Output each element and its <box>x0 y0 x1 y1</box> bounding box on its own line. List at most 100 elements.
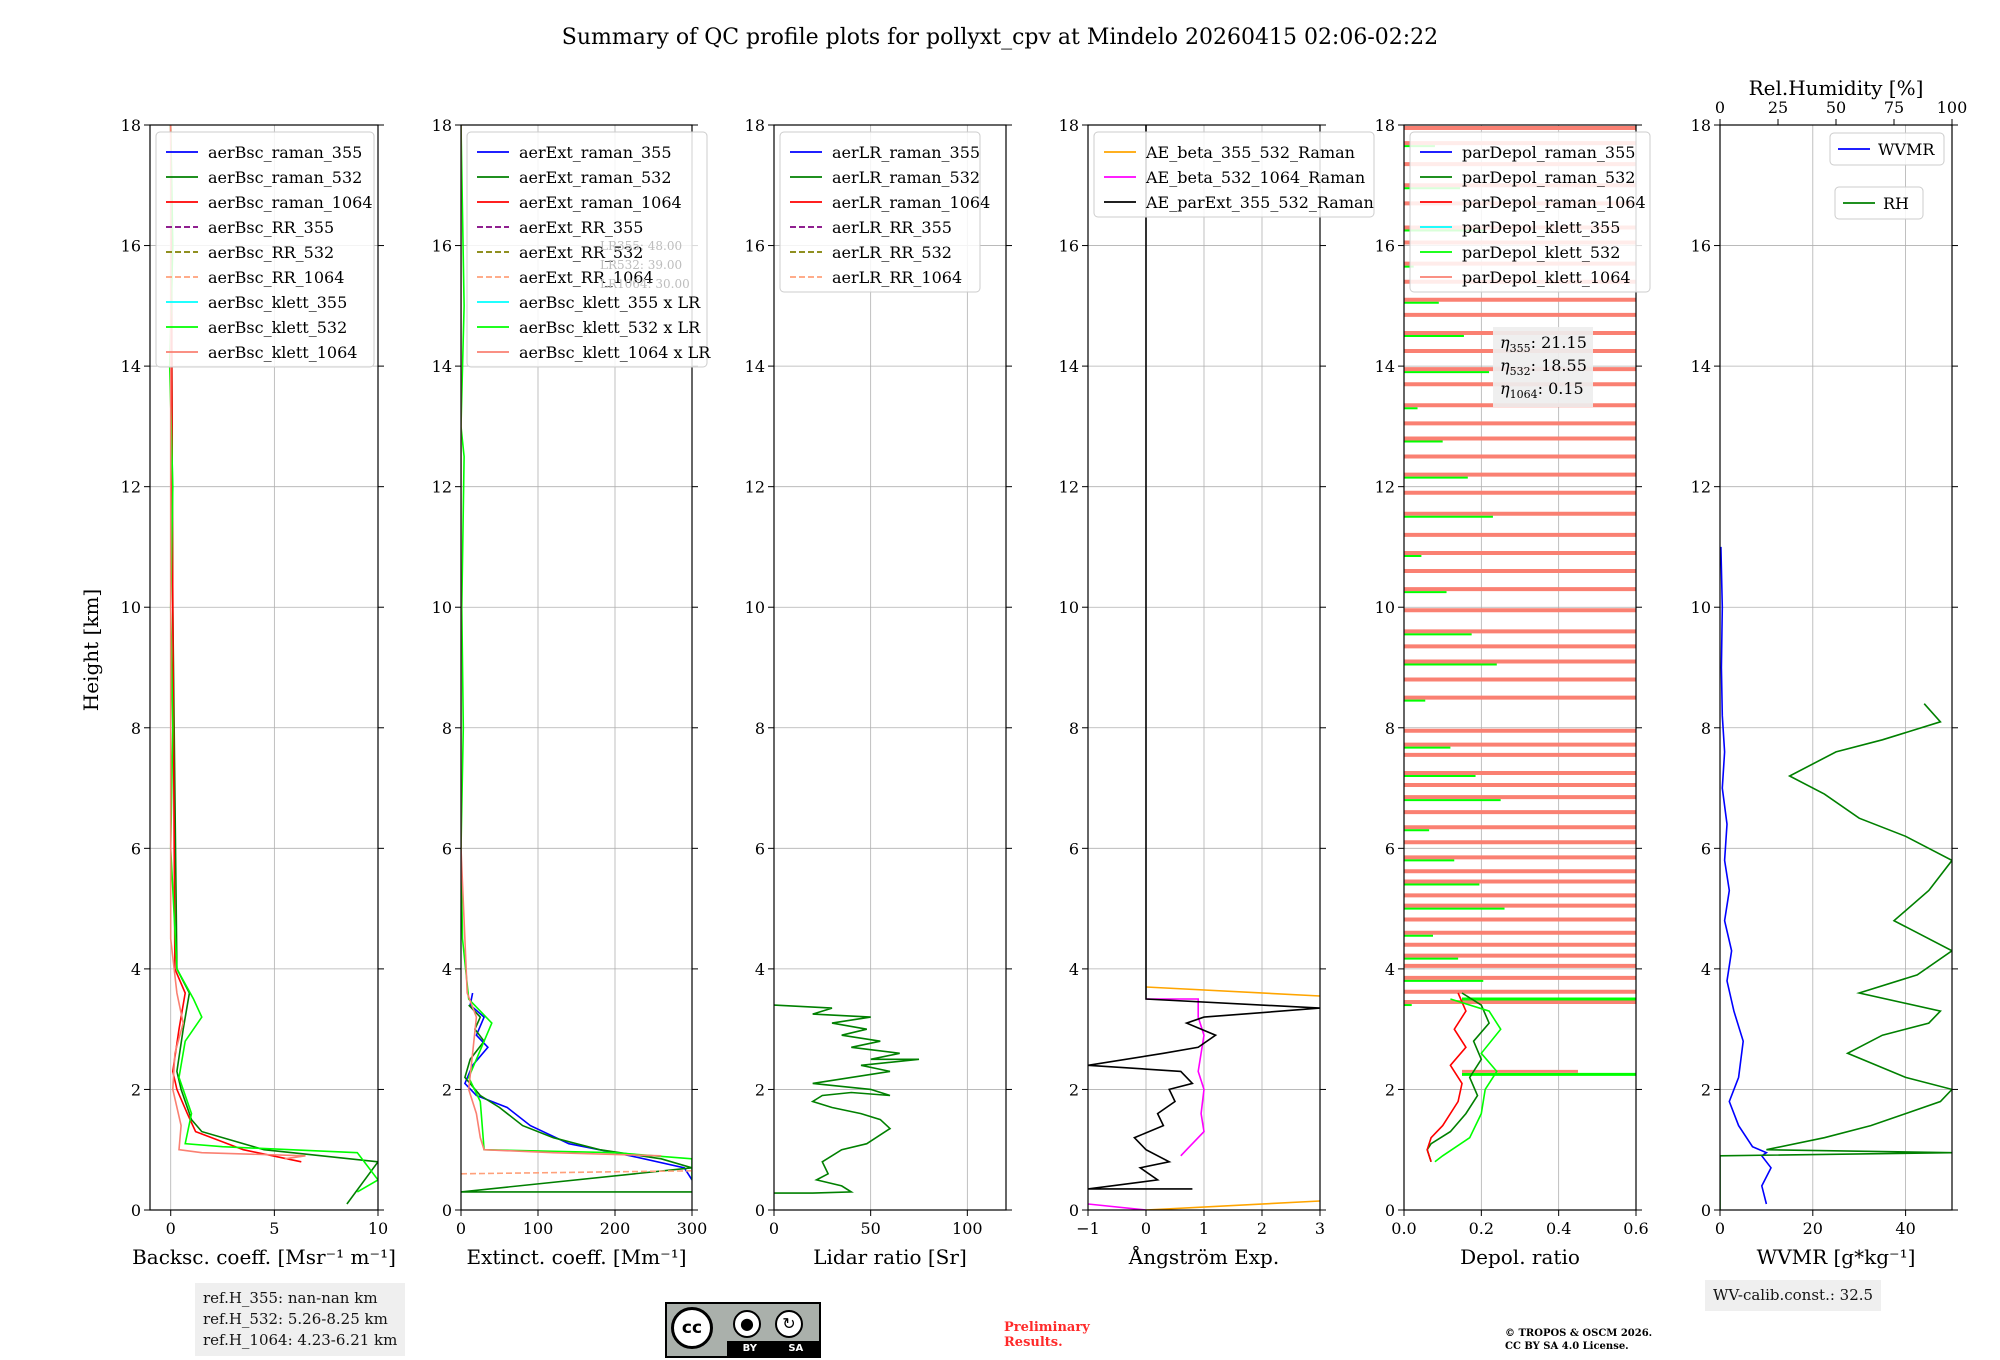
copyright-note: © TROPOS & OSCM 2026. CC BY SA 4.0 Licens… <box>1505 1327 1652 1353</box>
eta-value: : 21.15 <box>1531 333 1587 352</box>
legend-label-aerbsc-raman-355: aerBsc_raman_355 <box>208 143 362 162</box>
y-tick-label-3: 6 <box>1701 839 1711 858</box>
series-group <box>774 1004 920 1194</box>
y-tick-label-5: 10 <box>1691 598 1711 617</box>
cc-logo-icon: cc <box>671 1307 713 1349</box>
y-tick-label-5: 10 <box>1375 598 1395 617</box>
x-tick-label-1: 100 <box>523 1219 554 1238</box>
y-tick-label-7: 14 <box>1059 357 1079 376</box>
grid-lines <box>1719 124 1952 1211</box>
x-tick-label-0: −1 <box>1076 1219 1100 1238</box>
wv-calib-box: WV-calib.const.: 32.5 <box>1705 1280 1882 1311</box>
x-tick-label-3: 0.6 <box>1623 1219 1648 1238</box>
x-tick-label-4: 3 <box>1315 1219 1325 1238</box>
preliminary-note: Preliminary Results. <box>1004 1320 1090 1350</box>
legend-label-ae-parext-355-532-raman: AE_parExt_355_532_Raman <box>1145 193 1374 212</box>
legend: aerExt_raman_355 aerExt_raman_532 aerExt_r… <box>466 131 711 368</box>
ref-height-532: ref.H_532: 5.26-8.25 km <box>203 1310 388 1328</box>
series-pardepol-raman-1064 <box>1426 992 1467 1163</box>
x-tick-label-3: 2 <box>1257 1219 1267 1238</box>
legend-label-aerbsc-raman-532: aerBsc_raman_532 <box>208 168 362 187</box>
y-tick-label-1: 2 <box>755 1080 765 1099</box>
y-tick-label-0: 0 <box>755 1201 765 1220</box>
legend-label-pardepol-raman-355: parDepol_raman_355 <box>1462 143 1635 162</box>
y-tick-label-8: 16 <box>1691 237 1711 256</box>
y-tick-label-7: 14 <box>1375 357 1395 376</box>
ticks: 0 100 200 300 0 2 4 6 8 10 12 14 16 18 <box>432 116 708 1238</box>
top-axis-label: Rel.Humidity [%] <box>1749 76 1924 100</box>
legend-box <box>779 131 981 293</box>
x-axis-label: Depol. ratio <box>1460 1245 1580 1269</box>
y-tick-label-1: 2 <box>131 1080 141 1099</box>
eta-value: : 18.55 <box>1531 356 1587 375</box>
legend-label-aerlr-rr-532: aerLR_RR_532 <box>832 243 952 262</box>
preliminary-line-1: Preliminary <box>1004 1320 1090 1335</box>
series-group <box>1426 992 1502 1163</box>
legend: AE_beta_355_532_Raman AE_beta_532_1064_Ra… <box>1093 131 1375 218</box>
legend-label-pardepol-raman-532: parDepol_raman_532 <box>1462 168 1635 187</box>
y-tick-label-1: 2 <box>1701 1080 1711 1099</box>
eta-1064: η1064: 0.15 <box>1500 379 1584 401</box>
y-tick-label-4: 8 <box>1385 719 1395 738</box>
ref-height-355: ref.H_355: nan-nan km <box>203 1289 378 1307</box>
legend-label-pardepol-klett-532: parDepol_klett_532 <box>1462 243 1620 262</box>
y-tick-label-2: 4 <box>1069 960 1079 979</box>
wv-calib-text: WV-calib.const.: 32.5 <box>1713 1286 1874 1304</box>
x-tick-label-2: 1 <box>1199 1219 1209 1238</box>
legend-box <box>1093 131 1375 218</box>
y-tick-label-1: 2 <box>442 1080 452 1099</box>
series-pardepol-klett-532 <box>1434 998 1502 1163</box>
legend-box <box>1409 131 1651 293</box>
y-tick-label-8: 16 <box>745 237 765 256</box>
y-tick-label-9: 18 <box>1375 116 1395 135</box>
y-tick-label-3: 6 <box>442 839 452 858</box>
y-tick-label-0: 0 <box>1701 1201 1711 1220</box>
legend-label-aerlr-rr-355: aerLR_RR_355 <box>832 218 952 237</box>
legend-label-aerbsc-klett-355: aerBsc_klett_355 <box>208 293 347 312</box>
y-tick-label-0: 0 <box>442 1201 452 1220</box>
x-tick-label-0: 0.0 <box>1391 1219 1416 1238</box>
x-tick-label-2: 10 <box>368 1219 388 1238</box>
x-tick-label-1: 50 <box>860 1219 880 1238</box>
legend: aerBsc_raman_355 aerBsc_raman_532 aerBsc_r… <box>155 131 375 368</box>
legend-label-aerlr-rr-1064: aerLR_RR_1064 <box>832 268 962 287</box>
y-tick-label-8: 16 <box>432 237 452 256</box>
panel-frame <box>460 124 693 1211</box>
lr-note-1: LR532: 39.00 <box>600 258 682 272</box>
reference-height-box: ref.H_355: nan-nan km ref.H_532: 5.26-8.2… <box>195 1283 406 1356</box>
series-rh <box>1720 703 1952 1210</box>
attribution-icon: ● <box>733 1310 761 1338</box>
top-tick-label-0: 0 <box>1715 98 1725 117</box>
y-tick-label-3: 6 <box>1069 839 1079 858</box>
cc-by-label: BY <box>742 1343 757 1354</box>
top-tick-label-3: 75 <box>1884 98 1904 117</box>
y-tick-label-0: 0 <box>131 1201 141 1220</box>
panel-lidar_ratio: 0 50 100 0 2 4 6 8 10 12 14 16 18 Lidar ratio [Sr] aer… <box>745 116 1012 1269</box>
figure-title: Summary of QC profile plots for pollyxt_… <box>562 25 1438 50</box>
panel-frame <box>1719 124 1953 1211</box>
y-tick-label-8: 16 <box>1059 237 1079 256</box>
x-tick-label-1: 5 <box>269 1219 279 1238</box>
legend-label-aerbsc-klett-532: aerBsc_klett_532 <box>208 318 347 337</box>
x-tick-label-0: 0 <box>456 1219 466 1238</box>
legend-label-aerbsc-rr-532: aerBsc_RR_532 <box>208 243 334 262</box>
y-tick-label-8: 16 <box>121 237 141 256</box>
x-axis-label: Lidar ratio [Sr] <box>813 1245 967 1269</box>
cc-sa-label: SA <box>788 1343 804 1354</box>
y-tick-label-9: 18 <box>1691 116 1711 135</box>
copyright-line-2: CC BY SA 4.0 License. <box>1505 1341 1629 1352</box>
x-axis-label: WVMR [g*kg⁻¹] <box>1757 1245 1916 1269</box>
legend-label-aerext-rr-532: aerExt_RR_532 <box>519 243 643 262</box>
legend-label-aerbsc-klett-355-x-lr: aerBsc_klett_355 x LR <box>519 293 701 312</box>
cc-license-badge: cc ● ↻ BY SA <box>665 1302 821 1358</box>
series-pardepol-raman-532 <box>1426 992 1491 1163</box>
y-tick-label-4: 8 <box>442 719 452 738</box>
ref-height-1064: ref.H_1064: 4.23-6.21 km <box>203 1331 398 1349</box>
y-tick-label-4: 8 <box>131 719 141 738</box>
eta-box-bg <box>1493 327 1593 407</box>
panel-frame <box>149 124 379 1211</box>
